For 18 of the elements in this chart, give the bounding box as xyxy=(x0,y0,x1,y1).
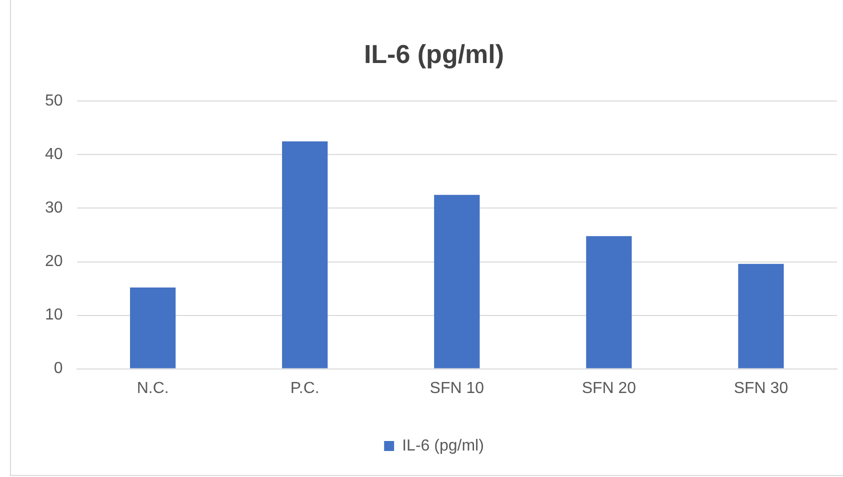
bar xyxy=(130,287,176,368)
x-tick-label: N.C. xyxy=(136,380,169,397)
legend-label: IL-6 (pg/ml) xyxy=(402,437,484,454)
x-tick-label: SFN 20 xyxy=(582,380,636,397)
bar xyxy=(738,264,784,368)
x-tick-label: SFN 30 xyxy=(734,380,788,397)
chart-title: IL-6 (pg/ml) xyxy=(364,38,504,69)
bar xyxy=(282,141,328,368)
bar xyxy=(434,194,480,368)
y-tick-label: 0 xyxy=(54,360,63,378)
y-tick-label: 20 xyxy=(45,253,63,270)
x-tick-label: SFN 10 xyxy=(430,380,484,397)
x-tick-label: P.C. xyxy=(290,380,320,397)
y-tick-label: 50 xyxy=(45,92,63,110)
bar xyxy=(586,236,632,368)
y-tick-label: 10 xyxy=(45,306,63,324)
y-tick-label: 40 xyxy=(45,146,63,164)
y-tick-label: 30 xyxy=(45,200,63,217)
